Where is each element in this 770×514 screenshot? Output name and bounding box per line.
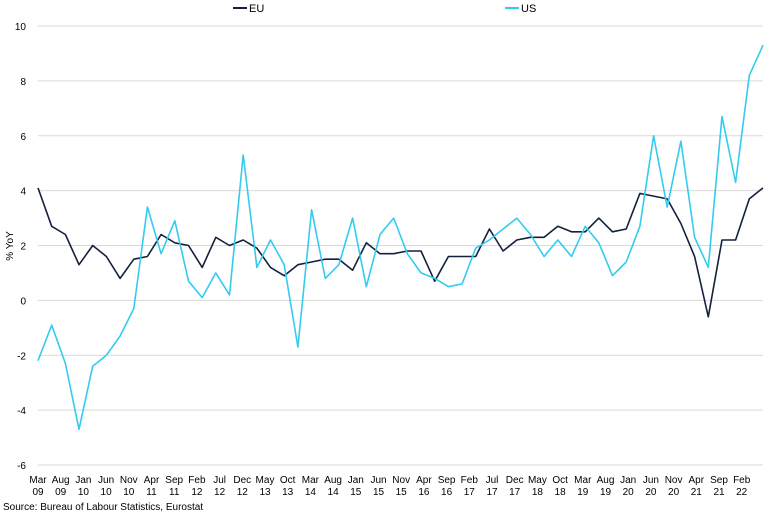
x-tick-label-year: 14 — [328, 487, 340, 498]
x-tick-label-year: 20 — [645, 487, 657, 498]
y-tick-label: -6 — [17, 461, 26, 472]
x-tick-label-month: Dec — [233, 475, 251, 486]
x-tick-label-year: 09 — [55, 487, 67, 498]
y-tick-label: 10 — [15, 22, 27, 33]
x-tick-label-year: 11 — [169, 487, 180, 498]
x-tick-label-month: Dec — [506, 475, 524, 486]
x-tick-label-year: 19 — [577, 487, 589, 498]
x-tick-label-month: Jan — [75, 475, 91, 486]
y-axis-label: % YoY — [5, 231, 16, 261]
x-tick-label-month: May — [528, 475, 547, 486]
x-tick-label-year: 10 — [123, 487, 135, 498]
x-tick-label-month: Sep — [165, 475, 183, 486]
x-tick-label-year: 20 — [623, 487, 635, 498]
y-tick-label: -4 — [17, 406, 26, 417]
x-tick-label-year: 11 — [146, 487, 157, 498]
x-tick-label-year: 16 — [418, 487, 430, 498]
x-tick-label-month: Sep — [710, 475, 728, 486]
x-tick-label-year: 18 — [555, 487, 567, 498]
x-tick-label-year: 12 — [191, 487, 203, 498]
x-tick-label-month: Feb — [733, 475, 751, 486]
x-tick-label-month: Jul — [486, 475, 499, 486]
x-tick-label-year: 21 — [691, 487, 703, 498]
x-tick-label-year: 12 — [237, 487, 249, 498]
x-tick-label-month: Jun — [643, 475, 659, 486]
x-tick-label-month: Mar — [29, 475, 47, 486]
y-tick-label: 6 — [20, 132, 26, 143]
x-tick-label-year: 14 — [305, 487, 317, 498]
x-tick-label-month: Aug — [597, 475, 615, 486]
x-tick-label-year: 13 — [259, 487, 271, 498]
x-tick-label-month: Jan — [348, 475, 364, 486]
x-tick-label-month: May — [256, 475, 275, 486]
x-tick-label-month: Oct — [280, 475, 296, 486]
y-tick-labels: -6 -4 -2 0 2 4 6 8 10 — [15, 22, 27, 472]
x-tick-label-year: 17 — [509, 487, 521, 498]
series-lines — [37, 44, 764, 431]
x-tick-label-month: Sep — [438, 475, 456, 486]
x-tick-label-year: 21 — [713, 487, 725, 498]
x-tick-label-year: 16 — [441, 487, 453, 498]
x-tick-label-month: Feb — [188, 475, 206, 486]
x-tick-label-month: Jun — [98, 475, 114, 486]
x-tick-label-year: 17 — [486, 487, 498, 498]
x-tick-label-month: Nov — [392, 475, 410, 486]
x-tick-label-year: 09 — [32, 487, 44, 498]
x-tick-label-year: 17 — [464, 487, 476, 498]
x-tick-labels: Mar09Aug09Jan10Jun10Nov10Apr11Sep11Feb12… — [29, 475, 750, 498]
x-tick-label-month: Apr — [689, 475, 705, 486]
x-tick-label-month: Jul — [213, 475, 226, 486]
x-tick-label-year: 20 — [668, 487, 680, 498]
y-tick-label: -2 — [17, 351, 26, 362]
x-tick-label-year: 18 — [532, 487, 544, 498]
y-tick-label: 0 — [20, 296, 26, 307]
x-tick-label-year: 15 — [373, 487, 385, 498]
legend-label-eu: EU — [249, 3, 264, 15]
legend-label-us: US — [521, 3, 536, 15]
x-tick-label-year: 12 — [214, 487, 226, 498]
x-tick-label-month: Apr — [416, 475, 432, 486]
x-tick-label-month: Jan — [620, 475, 636, 486]
x-tick-label-month: Aug — [324, 475, 342, 486]
x-tick-label-month: Mar — [574, 475, 592, 486]
y-tick-label: 8 — [20, 77, 26, 88]
x-tick-label-month: Nov — [120, 475, 138, 486]
x-tick-label-month: Oct — [552, 475, 568, 486]
source-note: Source: Bureau of Labour Statistics, Eur… — [3, 502, 203, 513]
x-tick-label-month: Apr — [144, 475, 160, 486]
y-tick-label: 4 — [20, 187, 26, 198]
x-tick-label-month: Aug — [52, 475, 70, 486]
series-line-eu — [37, 187, 764, 318]
x-tick-label-year: 15 — [396, 487, 408, 498]
legend: EU US — [233, 3, 536, 15]
x-tick-label-year: 10 — [101, 487, 113, 498]
x-tick-label-month: Mar — [302, 475, 320, 486]
x-tick-label-year: 15 — [350, 487, 362, 498]
y-gridlines — [38, 25, 763, 466]
x-tick-label-month: Jun — [370, 475, 386, 486]
x-tick-label-year: 19 — [600, 487, 612, 498]
x-tick-label-year: 10 — [78, 487, 90, 498]
y-tick-label: 2 — [20, 242, 26, 253]
x-tick-label-year: 13 — [282, 487, 294, 498]
x-tick-label-month: Nov — [665, 475, 683, 486]
series-line-us — [37, 44, 764, 431]
x-tick-label-month: Feb — [461, 475, 479, 486]
x-tick-label-year: 22 — [736, 487, 748, 498]
